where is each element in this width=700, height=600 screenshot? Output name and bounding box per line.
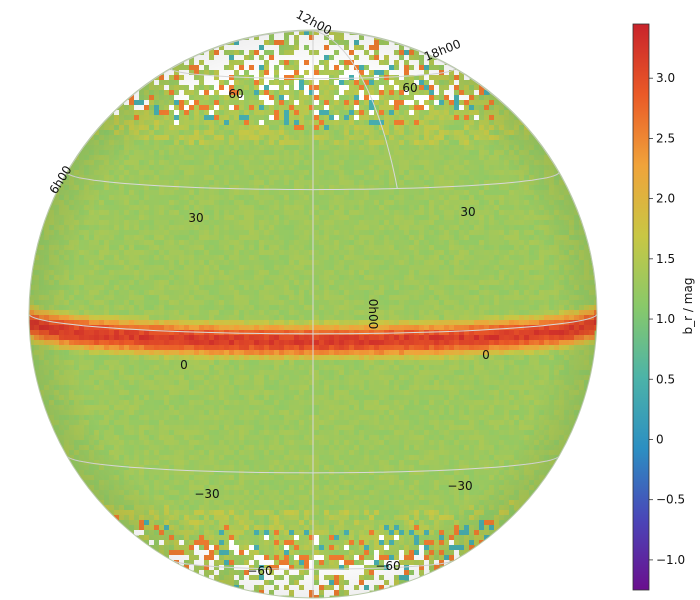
sky-sphere bbox=[29, 30, 597, 598]
